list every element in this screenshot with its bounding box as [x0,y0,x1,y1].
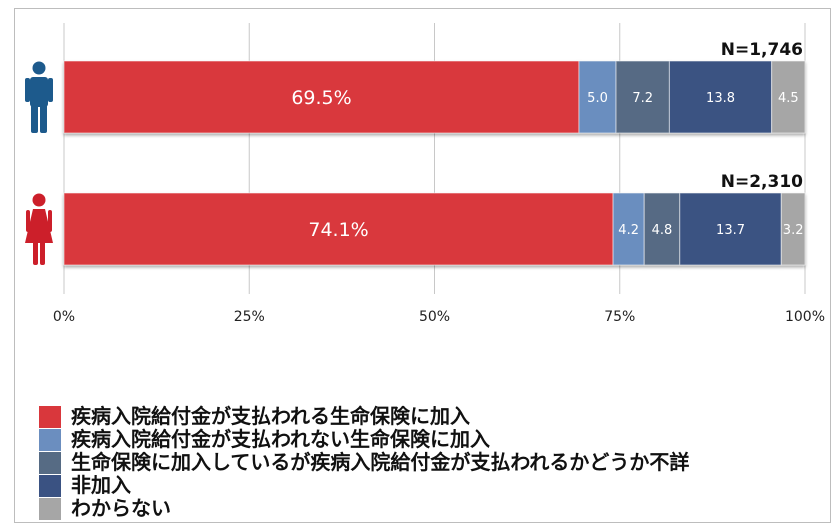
data-label: 7.2 [632,91,653,106]
data-label: 5.0 [587,91,608,106]
bar-segment [615,60,670,134]
x-tick-label: 25% [234,309,265,325]
bar-segment [578,60,617,134]
legend: 疾病入院給付金が支払われる生命保険に加入 疾病入院給付金が支払われない生命保険に加… [39,405,689,520]
data-label: 69.5% [291,87,351,109]
bar-segment [668,60,773,134]
legend-swatch [39,451,61,474]
x-tick-label: 100% [785,309,825,325]
legend-label: わからない [71,496,171,520]
bar-segment [63,60,580,134]
legend-item: 生命保険に加入しているが疾病入院給付金が支払われるかどうか不詳 [39,451,689,474]
data-label: 13.7 [716,223,745,238]
bar-segment [63,192,614,266]
legend-item: 疾病入院給付金が支払われない生命保険に加入 [39,428,689,451]
bar-segment [771,60,806,134]
legend-item: 非加入 [39,474,689,497]
x-tick-label: 0% [53,309,75,325]
legend-swatch [39,474,61,497]
data-label: 74.1% [308,219,368,241]
data-label: 4.8 [652,223,673,238]
sample-size-label: N=1,746 [721,40,803,60]
legend-label: 生命保険に加入しているが疾病入院給付金が支払われるかどうか不詳 [71,450,690,474]
male-person-icon [25,61,53,133]
legend-item: わからない [39,497,689,520]
legend-swatch [39,405,61,428]
data-label: 3.2 [783,223,804,238]
bar-segment [612,192,645,266]
data-label: 13.8 [706,91,735,106]
legend-item: 疾病入院給付金が支払われる生命保険に加入 [39,405,689,428]
bar-group [63,60,806,134]
x-tick-label: 75% [604,309,635,325]
x-tick-label: 50% [419,309,450,325]
bar-segment [780,192,806,266]
legend-label: 非加入 [71,473,131,497]
legend-label: 疾病入院給付金が支払われない生命保険に加入 [71,427,490,451]
data-label: 4.5 [778,91,799,106]
sample-size-label: N=2,310 [721,172,803,192]
bar-group [63,192,806,266]
bar-segment [679,192,782,266]
stacked-bar-chart: 69.5% 5.0 7.2 13.8 4.5 N=1,746 74.1% 4.2 4.8 13.7… [25,23,825,325]
data-label: 4.2 [618,223,639,238]
chart-frame: 69.5% 5.0 7.2 13.8 4.5 N=1,746 74.1% 4.2 4.8 13.7… [14,8,831,523]
legend-label: 疾病入院給付金が支払われる生命保険に加入 [71,404,470,428]
legend-swatch [39,497,61,520]
legend-swatch [39,428,61,451]
female-person-icon [25,193,53,265]
